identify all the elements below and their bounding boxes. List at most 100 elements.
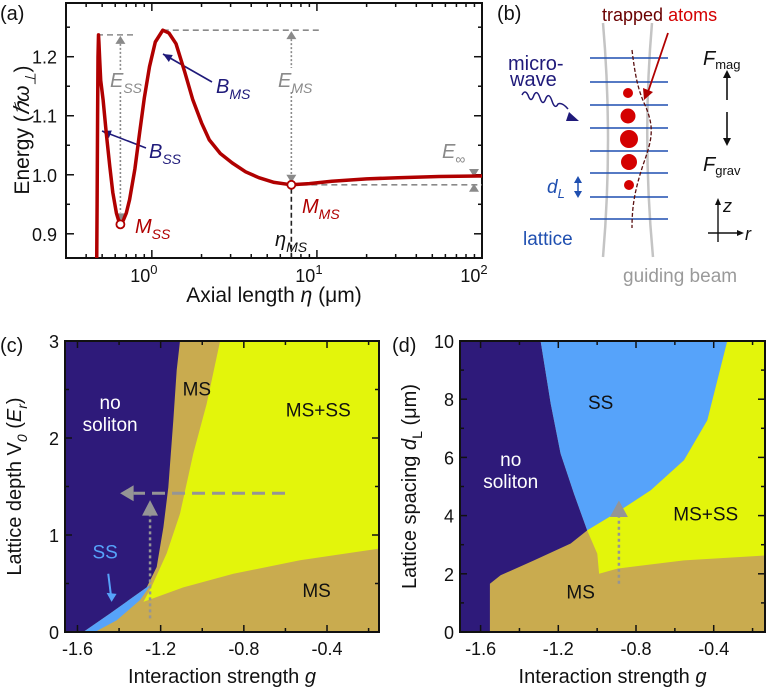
region-label-line: soliton xyxy=(83,415,138,436)
atom-cloud xyxy=(620,130,638,148)
atom-clouds xyxy=(620,88,638,190)
y-axis-label-part: V xyxy=(4,441,26,455)
e-ms-label-part: E xyxy=(278,70,292,92)
region-no-soliton xyxy=(460,341,588,632)
e-ms-label: EMS xyxy=(278,70,313,96)
region-label-line: MS xyxy=(566,583,595,604)
region-label-line: MS+SS xyxy=(673,504,738,525)
x-tick-exponent: 0 xyxy=(150,262,157,277)
y-axis-label: Energy (ℏω⊥) xyxy=(11,65,39,194)
lattice-lines xyxy=(590,57,668,220)
x-tick-label: 100 xyxy=(130,262,157,286)
y-tick-label: 1 xyxy=(49,526,59,546)
region-label: MS xyxy=(183,379,212,400)
microwave-arrowhead xyxy=(566,112,579,121)
region-label-line: no xyxy=(100,393,121,414)
y-axis-label-part: r xyxy=(14,403,30,409)
trapped-text: trapped xyxy=(602,5,663,25)
panel-label-a: (a) xyxy=(0,3,24,25)
region-label: SS xyxy=(92,542,117,563)
ss-pointer-arrow xyxy=(107,573,113,598)
x-tick-exponent: 1 xyxy=(315,262,322,277)
x-tick-label: -1.2 xyxy=(543,639,574,659)
ss-pointer-arrowhead xyxy=(106,592,117,602)
y-axis-label-part: Energy ( xyxy=(11,115,34,194)
f-mag-main: F xyxy=(703,48,717,70)
atom-cloud xyxy=(623,88,633,98)
f-mag-sub: mag xyxy=(715,57,740,72)
region-label: MS xyxy=(302,581,331,602)
x-tick-label: -0.4 xyxy=(698,639,729,659)
b-ms-label: BMS xyxy=(216,76,251,102)
panel-label-c: (c) xyxy=(0,335,23,357)
trapped-atoms-arrow xyxy=(647,32,669,93)
y-tick-label: 8 xyxy=(444,390,454,410)
coordinate-axes-icon xyxy=(708,198,744,242)
m-ms-label: MMS xyxy=(302,196,340,222)
y-tick-label: 1.0 xyxy=(32,166,57,186)
y-tick-label: 2 xyxy=(49,429,59,449)
x-axis-label-part: g xyxy=(695,666,706,688)
atom-cloud xyxy=(624,180,634,190)
marker-m-ms xyxy=(286,179,297,190)
f-grav-sub: grav xyxy=(715,163,741,178)
lattice-spacing-label: dL xyxy=(547,177,565,201)
x-axis-label: Interaction strength g xyxy=(128,666,316,688)
y-axis-label-part: ℏω xyxy=(11,86,34,116)
e-ms-label-part: MS xyxy=(291,80,313,96)
r-axis-label: r xyxy=(745,224,752,244)
b-ms-arrow-head xyxy=(163,54,173,62)
f-grav-label: Fgrav xyxy=(703,154,741,178)
dl-sub: L xyxy=(558,186,565,201)
x-tick-base: 10 xyxy=(460,266,480,286)
y-axis-label-part: Lattice spacing xyxy=(399,450,421,589)
region-label-line: no xyxy=(500,450,521,471)
y-axis-label-part: ) xyxy=(4,397,26,404)
f-grav-arrowhead xyxy=(723,138,731,146)
m-ss-label-part: M xyxy=(135,216,152,238)
microwave-wave-icon xyxy=(521,91,569,110)
e-ss-label-part: SS xyxy=(123,80,142,96)
b-ms-arrow xyxy=(162,53,213,83)
region-label-line: soliton xyxy=(483,472,538,493)
atom-cloud xyxy=(620,108,636,124)
density-profile-curve xyxy=(631,49,652,229)
eta-ms-label: ηMS xyxy=(275,229,308,255)
panel-label-b: (b) xyxy=(497,3,521,25)
b-ms-label-part: MS xyxy=(229,86,251,102)
marker-m-ss xyxy=(115,219,126,230)
m-ss-label: MSS xyxy=(135,216,171,242)
region-label-line: MS xyxy=(183,379,212,400)
y-axis-label-part: L xyxy=(409,431,425,439)
m-ms-label-part: M xyxy=(302,196,319,218)
trapped-atoms-arrowhead xyxy=(643,88,653,100)
region-label: no soliton xyxy=(83,393,138,436)
vertical-arrowhead xyxy=(609,500,628,518)
setup-schematic: trapped atoms micro- wave dL xyxy=(508,5,752,287)
eta-ms-label-part: η xyxy=(275,229,286,251)
region-label-line: SS xyxy=(588,393,613,414)
region-no-soliton xyxy=(65,341,180,632)
lattice-label: lattice xyxy=(523,229,573,250)
e-ss-label-part: E xyxy=(110,70,124,92)
eta-ms-label-part: MS xyxy=(286,239,308,255)
horizontal-arrowhead xyxy=(120,485,134,502)
x-axis-label-part: (μm) xyxy=(312,284,361,307)
e-ms-arrow-down xyxy=(286,174,297,183)
e-ss-label: ESS xyxy=(110,70,143,96)
region-ms-ss xyxy=(587,341,765,574)
y-axis-label-part: Lattice depth xyxy=(4,455,26,575)
b-ms-label-part: B xyxy=(216,76,229,98)
x-axis-label-part: Axial length xyxy=(186,284,300,307)
b-ss-label-part: SS xyxy=(162,151,181,167)
y-axis-label-part: E xyxy=(4,408,26,422)
region-label-line: MS+SS xyxy=(286,401,351,422)
guiding-beam-right-edge xyxy=(646,22,655,258)
atoms-text: atoms xyxy=(668,5,717,25)
e-ms-arrow-up xyxy=(286,31,297,40)
e-inf-label: E∞ xyxy=(442,141,465,167)
e-ss-arrow-up xyxy=(115,35,126,44)
y-axis-label-part: ( xyxy=(4,422,26,435)
b-ss-label-part: B xyxy=(149,141,162,163)
